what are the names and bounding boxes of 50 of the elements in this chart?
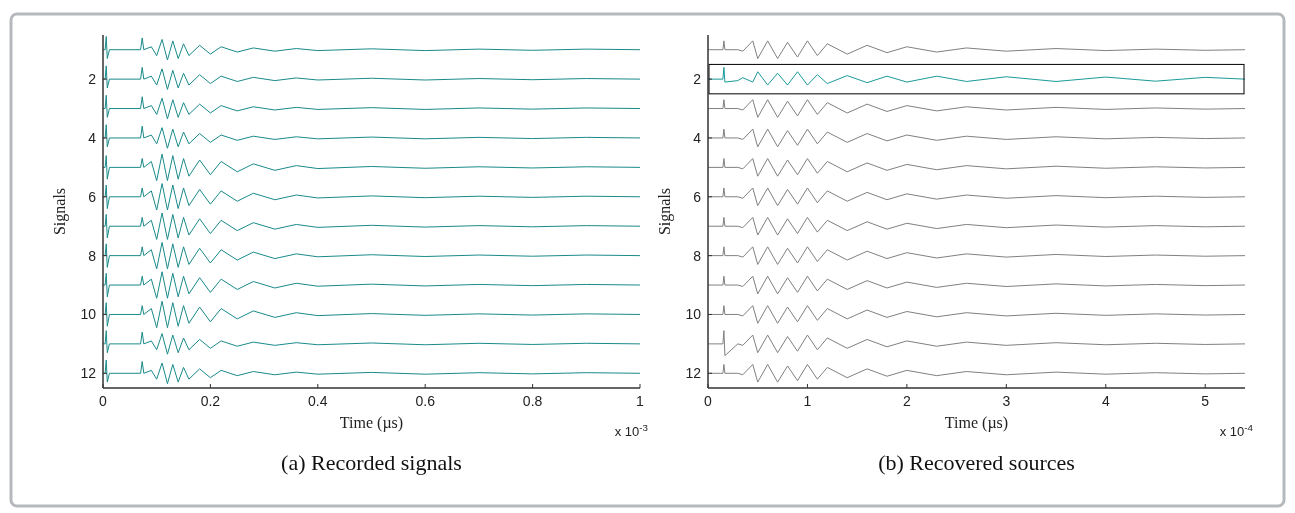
x-tick-label: 3 [1002,393,1011,409]
y-tick-label: 4 [693,129,702,146]
line-series [707,158,1246,177]
line-series [102,330,641,355]
x-tick-label: 0 [99,393,108,409]
x-axis-title: Time (µs) [944,414,1009,432]
y-tick-label: 8 [693,247,702,264]
y-tick-label: 6 [693,188,702,205]
x-tick-label: 5 [1201,393,1210,409]
line-series [102,35,641,61]
x-tick-label: 0.2 [200,393,221,409]
x-tick-label: 0.8 [522,393,543,409]
line-series [102,212,641,240]
line-series [102,65,641,90]
x-tick-label: 1 [636,393,645,409]
line-series [707,330,1246,357]
line-series [102,271,641,299]
y-tick-label: 10 [685,306,702,323]
line-series [102,183,641,211]
x-tick-label: 4 [1101,393,1110,409]
line-series [102,241,641,270]
text: x 10$^{-4}$ [1219,421,1254,439]
line-series [102,94,641,120]
x-axis-title: Time (µs) [339,414,404,432]
line-series [707,99,1246,118]
x-tick-label: 0.6 [415,393,436,409]
text: x 10$^{-3}$ [614,421,648,439]
y-tick-label: 8 [88,247,97,264]
x-tick-label: 0 [704,393,713,409]
line-series [102,300,641,329]
y-tick-label: 12 [80,365,97,382]
y-axis-title: Signals [656,187,674,236]
line-series [102,124,641,149]
y-tick-label: 2 [693,71,702,88]
y-tick-label: 6 [88,188,97,205]
text: (b) Recovered sources [878,450,1075,475]
x-tick-label: 2 [902,393,911,409]
y-axis-title: Signals [51,187,69,236]
x-tick-label: 1 [803,393,812,409]
x-tick-label: 0.4 [308,393,328,409]
y-tick-label: 2 [88,71,97,88]
line-series [707,40,1246,60]
y-tick-label: 10 [80,306,97,323]
y-tick-label: 12 [685,365,702,382]
line-series [102,153,641,182]
line-series [102,359,641,385]
line-series [707,275,1246,295]
line-series [707,216,1246,236]
y-tick-label: 4 [88,129,97,146]
text: (a) Recorded signals [281,450,462,475]
